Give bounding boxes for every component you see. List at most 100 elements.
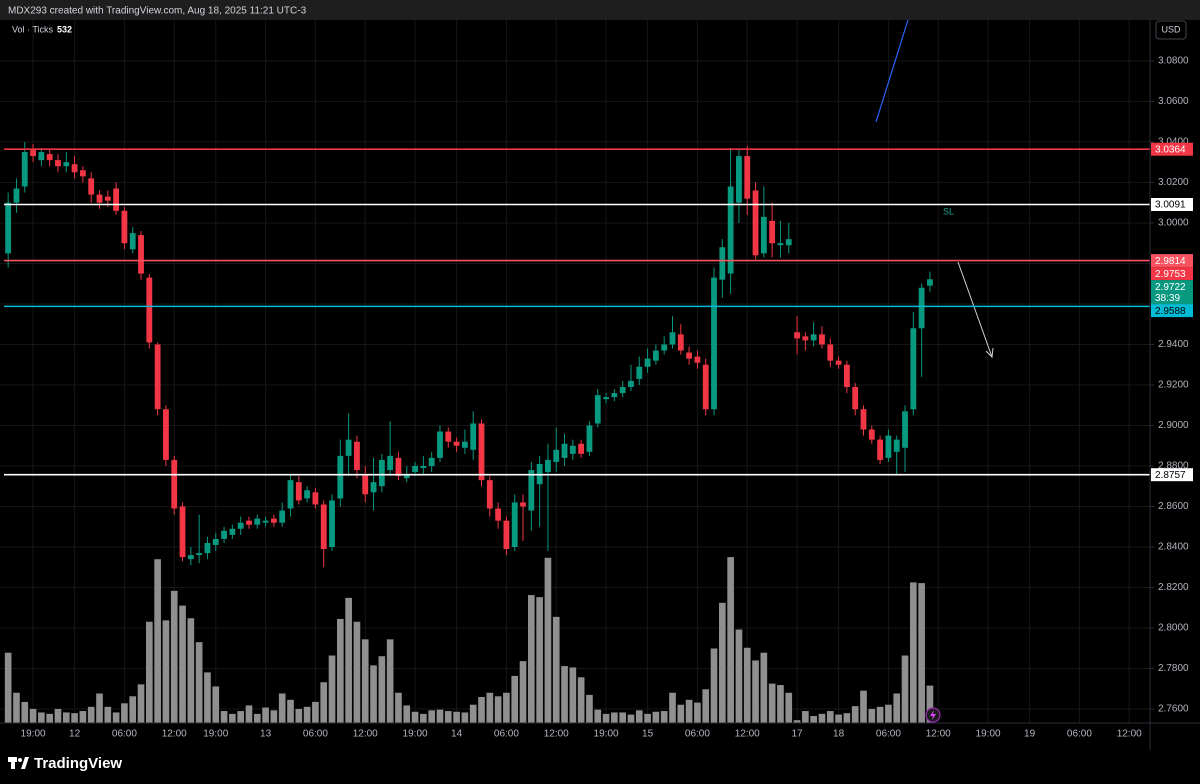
x-tick-label: 19:00 xyxy=(21,729,46,740)
candle-body xyxy=(163,409,169,460)
volume-bar xyxy=(478,696,485,723)
volume-bar xyxy=(793,720,801,723)
volume-bar xyxy=(104,706,112,723)
candle-body xyxy=(686,352,693,359)
candle-body xyxy=(736,156,742,203)
volume-bar xyxy=(370,665,377,723)
candle-body xyxy=(121,210,128,244)
x-tick-label: 19:00 xyxy=(403,729,428,740)
volume-bar xyxy=(345,597,352,723)
price-label: 2.9722 xyxy=(1155,282,1186,293)
candle-body xyxy=(794,332,800,339)
candle-body xyxy=(495,508,502,521)
candle-body xyxy=(212,538,219,545)
x-tick-label: 12:00 xyxy=(353,729,378,740)
volume-bar xyxy=(353,621,361,723)
candle-body xyxy=(254,518,261,525)
currency-box[interactable] xyxy=(1155,20,1187,40)
candle-body xyxy=(752,190,759,256)
candle-body xyxy=(30,150,36,157)
countdown-label: 38:39 xyxy=(1155,293,1180,304)
volume-bar xyxy=(810,715,817,723)
candle-body xyxy=(644,358,651,367)
candle-body xyxy=(229,528,236,535)
arrow-head xyxy=(985,347,994,359)
currency-label[interactable]: USD xyxy=(1161,24,1181,34)
volume-bar xyxy=(195,642,203,723)
candle-body xyxy=(287,480,294,509)
candle-body xyxy=(902,411,908,448)
price-label-box xyxy=(1151,198,1193,212)
x-tick-label: 12:00 xyxy=(735,729,760,740)
volume-bar xyxy=(727,557,734,723)
x-tick-label: 19:00 xyxy=(203,729,228,740)
candle-body xyxy=(171,459,178,509)
volume-bar xyxy=(204,672,211,723)
volume-bar xyxy=(702,689,710,723)
volume-bar xyxy=(121,703,128,723)
volume-bar xyxy=(403,705,411,723)
candle-layer xyxy=(5,141,933,568)
candle-body xyxy=(55,160,61,167)
candle-body xyxy=(138,235,144,274)
volume-layer xyxy=(4,557,934,723)
volume-bar xyxy=(818,713,826,723)
candle-body xyxy=(868,429,875,440)
volume-bar xyxy=(312,701,319,723)
price-label-box xyxy=(1151,468,1193,482)
volume-bar xyxy=(146,621,153,723)
volume-bar xyxy=(669,692,676,723)
volume-bar xyxy=(544,557,552,723)
volume-bar xyxy=(536,597,543,723)
candle-body xyxy=(262,520,269,523)
alert-icon-bolt[interactable] xyxy=(930,710,936,720)
y-tick-label: 2.8400 xyxy=(1158,542,1189,553)
candle-body xyxy=(852,386,859,410)
candle-body xyxy=(387,455,394,471)
candle-body xyxy=(802,336,809,341)
volume-bar xyxy=(660,711,668,723)
volume-bar xyxy=(287,699,294,723)
candle-body xyxy=(827,344,834,361)
candle-body xyxy=(677,334,684,351)
volume-bar xyxy=(860,690,867,723)
candle-body xyxy=(412,465,418,473)
header-bar xyxy=(0,0,1200,20)
volume-bar xyxy=(602,713,610,723)
trend-line xyxy=(875,19,909,123)
candle-body xyxy=(603,397,609,400)
candle-body xyxy=(885,435,892,458)
candle-body xyxy=(96,194,103,203)
candle-body xyxy=(877,439,884,460)
volume-bar xyxy=(162,620,170,723)
candle-body xyxy=(910,328,917,410)
candle-body xyxy=(345,439,352,456)
volume-bar xyxy=(245,705,253,723)
candle-body xyxy=(5,202,12,254)
candle-body xyxy=(545,459,551,473)
volume-bar xyxy=(503,692,510,723)
volume-bar xyxy=(112,712,120,723)
candle-body xyxy=(486,480,493,509)
candle-body xyxy=(461,441,468,448)
x-tick-label: 19:00 xyxy=(594,729,619,740)
volume-bar xyxy=(29,708,37,723)
candle-body xyxy=(561,443,568,458)
logo-part xyxy=(21,757,29,769)
volume-bar xyxy=(876,706,884,723)
candle-body xyxy=(104,196,111,201)
candle-body xyxy=(727,186,734,274)
candle-body xyxy=(370,482,377,493)
candle-body xyxy=(146,277,153,343)
x-tick-label: 13 xyxy=(260,729,272,740)
sl-annotation: SL xyxy=(943,206,954,216)
price-label: 2.9753 xyxy=(1155,269,1186,280)
x-tick-label: 12:00 xyxy=(1117,729,1142,740)
volume-bar xyxy=(611,712,618,723)
candle-body xyxy=(88,178,95,195)
candle-body xyxy=(378,459,385,487)
volume-bar xyxy=(802,711,809,723)
volume-bar xyxy=(569,667,577,723)
candle-body xyxy=(187,555,194,560)
